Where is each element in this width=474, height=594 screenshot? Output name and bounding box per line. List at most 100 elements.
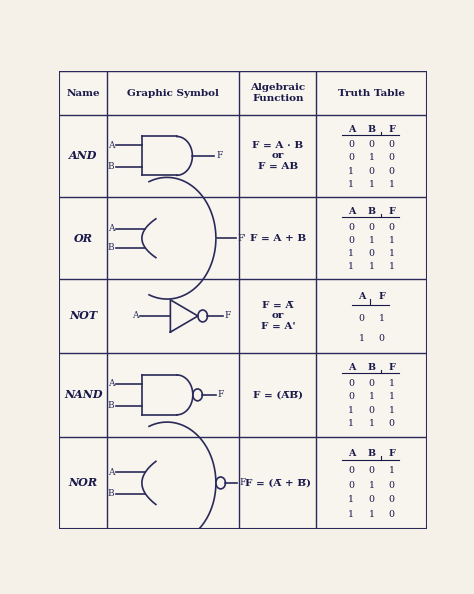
Text: A: A xyxy=(108,141,114,150)
Text: 0: 0 xyxy=(389,481,395,489)
Text: 1: 1 xyxy=(368,153,374,162)
Text: 0: 0 xyxy=(389,140,395,149)
Text: F: F xyxy=(218,390,224,399)
Text: 0: 0 xyxy=(389,495,395,504)
Text: B: B xyxy=(108,244,114,252)
Text: A: A xyxy=(347,449,355,458)
Text: 1: 1 xyxy=(348,166,354,176)
Text: 0: 0 xyxy=(348,223,354,232)
Text: Algebraic
Function: Algebraic Function xyxy=(250,83,305,103)
Text: 1: 1 xyxy=(389,249,395,258)
Text: F: F xyxy=(225,311,231,321)
Text: A: A xyxy=(347,125,355,134)
Text: NOR: NOR xyxy=(69,478,98,488)
Text: 1: 1 xyxy=(348,262,354,271)
Text: 0: 0 xyxy=(389,419,395,428)
Text: F: F xyxy=(216,151,223,160)
Text: 1: 1 xyxy=(389,180,395,189)
Text: OR: OR xyxy=(73,233,92,244)
Bar xyxy=(59,71,427,115)
Text: 0: 0 xyxy=(368,466,374,475)
Text: Graphic Symbol: Graphic Symbol xyxy=(127,89,219,97)
Text: 1: 1 xyxy=(379,314,384,323)
Text: B: B xyxy=(108,489,114,498)
Text: 1: 1 xyxy=(348,406,354,415)
Text: 0: 0 xyxy=(389,153,395,162)
Text: A: A xyxy=(108,224,114,233)
Text: Name: Name xyxy=(66,89,100,97)
Text: 1: 1 xyxy=(368,236,374,245)
Text: F = A · B
or
F = AB: F = A · B or F = AB xyxy=(252,141,303,171)
Text: 0: 0 xyxy=(389,510,395,519)
Bar xyxy=(59,279,427,353)
Text: 1: 1 xyxy=(368,262,374,271)
Text: A: A xyxy=(108,467,114,476)
Text: B: B xyxy=(367,125,375,134)
Text: A: A xyxy=(347,207,355,216)
Text: 1: 1 xyxy=(348,249,354,258)
Text: A: A xyxy=(132,311,138,321)
Text: 0: 0 xyxy=(368,166,374,176)
Text: 1: 1 xyxy=(389,466,395,475)
Text: F: F xyxy=(239,478,246,488)
Text: 0: 0 xyxy=(368,406,374,415)
Text: F': F' xyxy=(238,233,247,243)
Text: F: F xyxy=(388,207,395,216)
Text: 0: 0 xyxy=(389,166,395,176)
Text: Truth Table: Truth Table xyxy=(338,89,405,97)
Text: F = A̅
or
F = A': F = A̅ or F = A' xyxy=(261,301,295,331)
Text: 0: 0 xyxy=(348,236,354,245)
Text: 1: 1 xyxy=(358,334,365,343)
Text: F: F xyxy=(388,125,395,134)
Text: 1: 1 xyxy=(348,180,354,189)
Text: 0: 0 xyxy=(368,249,374,258)
Text: 1: 1 xyxy=(348,419,354,428)
Text: 1: 1 xyxy=(389,406,395,415)
Text: F: F xyxy=(378,292,385,301)
Text: F = (A̅B̅): F = (A̅B̅) xyxy=(253,390,303,399)
Bar xyxy=(59,437,427,529)
Text: 0: 0 xyxy=(368,379,374,388)
Text: 0: 0 xyxy=(348,140,354,149)
Text: B: B xyxy=(108,402,114,410)
Text: F = (A̅ + B̅): F = (A̅ + B̅) xyxy=(245,478,311,488)
Text: 0: 0 xyxy=(358,314,365,323)
Text: 1: 1 xyxy=(348,495,354,504)
Text: F: F xyxy=(388,364,395,372)
Text: 0: 0 xyxy=(348,481,354,489)
Text: F = A + B: F = A + B xyxy=(250,233,306,243)
Bar xyxy=(59,353,427,437)
Text: 1: 1 xyxy=(368,419,374,428)
Text: 0: 0 xyxy=(348,393,354,402)
Text: 1: 1 xyxy=(368,481,374,489)
Text: NAND: NAND xyxy=(64,390,102,400)
Text: 0: 0 xyxy=(368,223,374,232)
Text: A: A xyxy=(358,292,365,301)
Text: B: B xyxy=(367,207,375,216)
Text: 0: 0 xyxy=(348,379,354,388)
Text: 1: 1 xyxy=(368,393,374,402)
Text: 0: 0 xyxy=(379,334,384,343)
Text: A: A xyxy=(347,364,355,372)
Text: 1: 1 xyxy=(368,180,374,189)
Text: B: B xyxy=(367,449,375,458)
Text: F: F xyxy=(388,449,395,458)
Text: A: A xyxy=(108,380,114,388)
Text: AND: AND xyxy=(69,150,97,162)
Text: 0: 0 xyxy=(348,153,354,162)
Text: B: B xyxy=(108,162,114,171)
Bar xyxy=(59,197,427,279)
Text: B: B xyxy=(367,364,375,372)
Text: 1: 1 xyxy=(389,379,395,388)
Text: 1: 1 xyxy=(389,236,395,245)
Text: 0: 0 xyxy=(348,466,354,475)
Text: 0: 0 xyxy=(389,223,395,232)
Text: 1: 1 xyxy=(348,510,354,519)
Text: 0: 0 xyxy=(368,495,374,504)
Text: 1: 1 xyxy=(389,393,395,402)
Text: 1: 1 xyxy=(368,510,374,519)
Bar xyxy=(59,115,427,197)
Text: 0: 0 xyxy=(368,140,374,149)
Text: NOT: NOT xyxy=(69,311,97,321)
Text: 1: 1 xyxy=(389,262,395,271)
